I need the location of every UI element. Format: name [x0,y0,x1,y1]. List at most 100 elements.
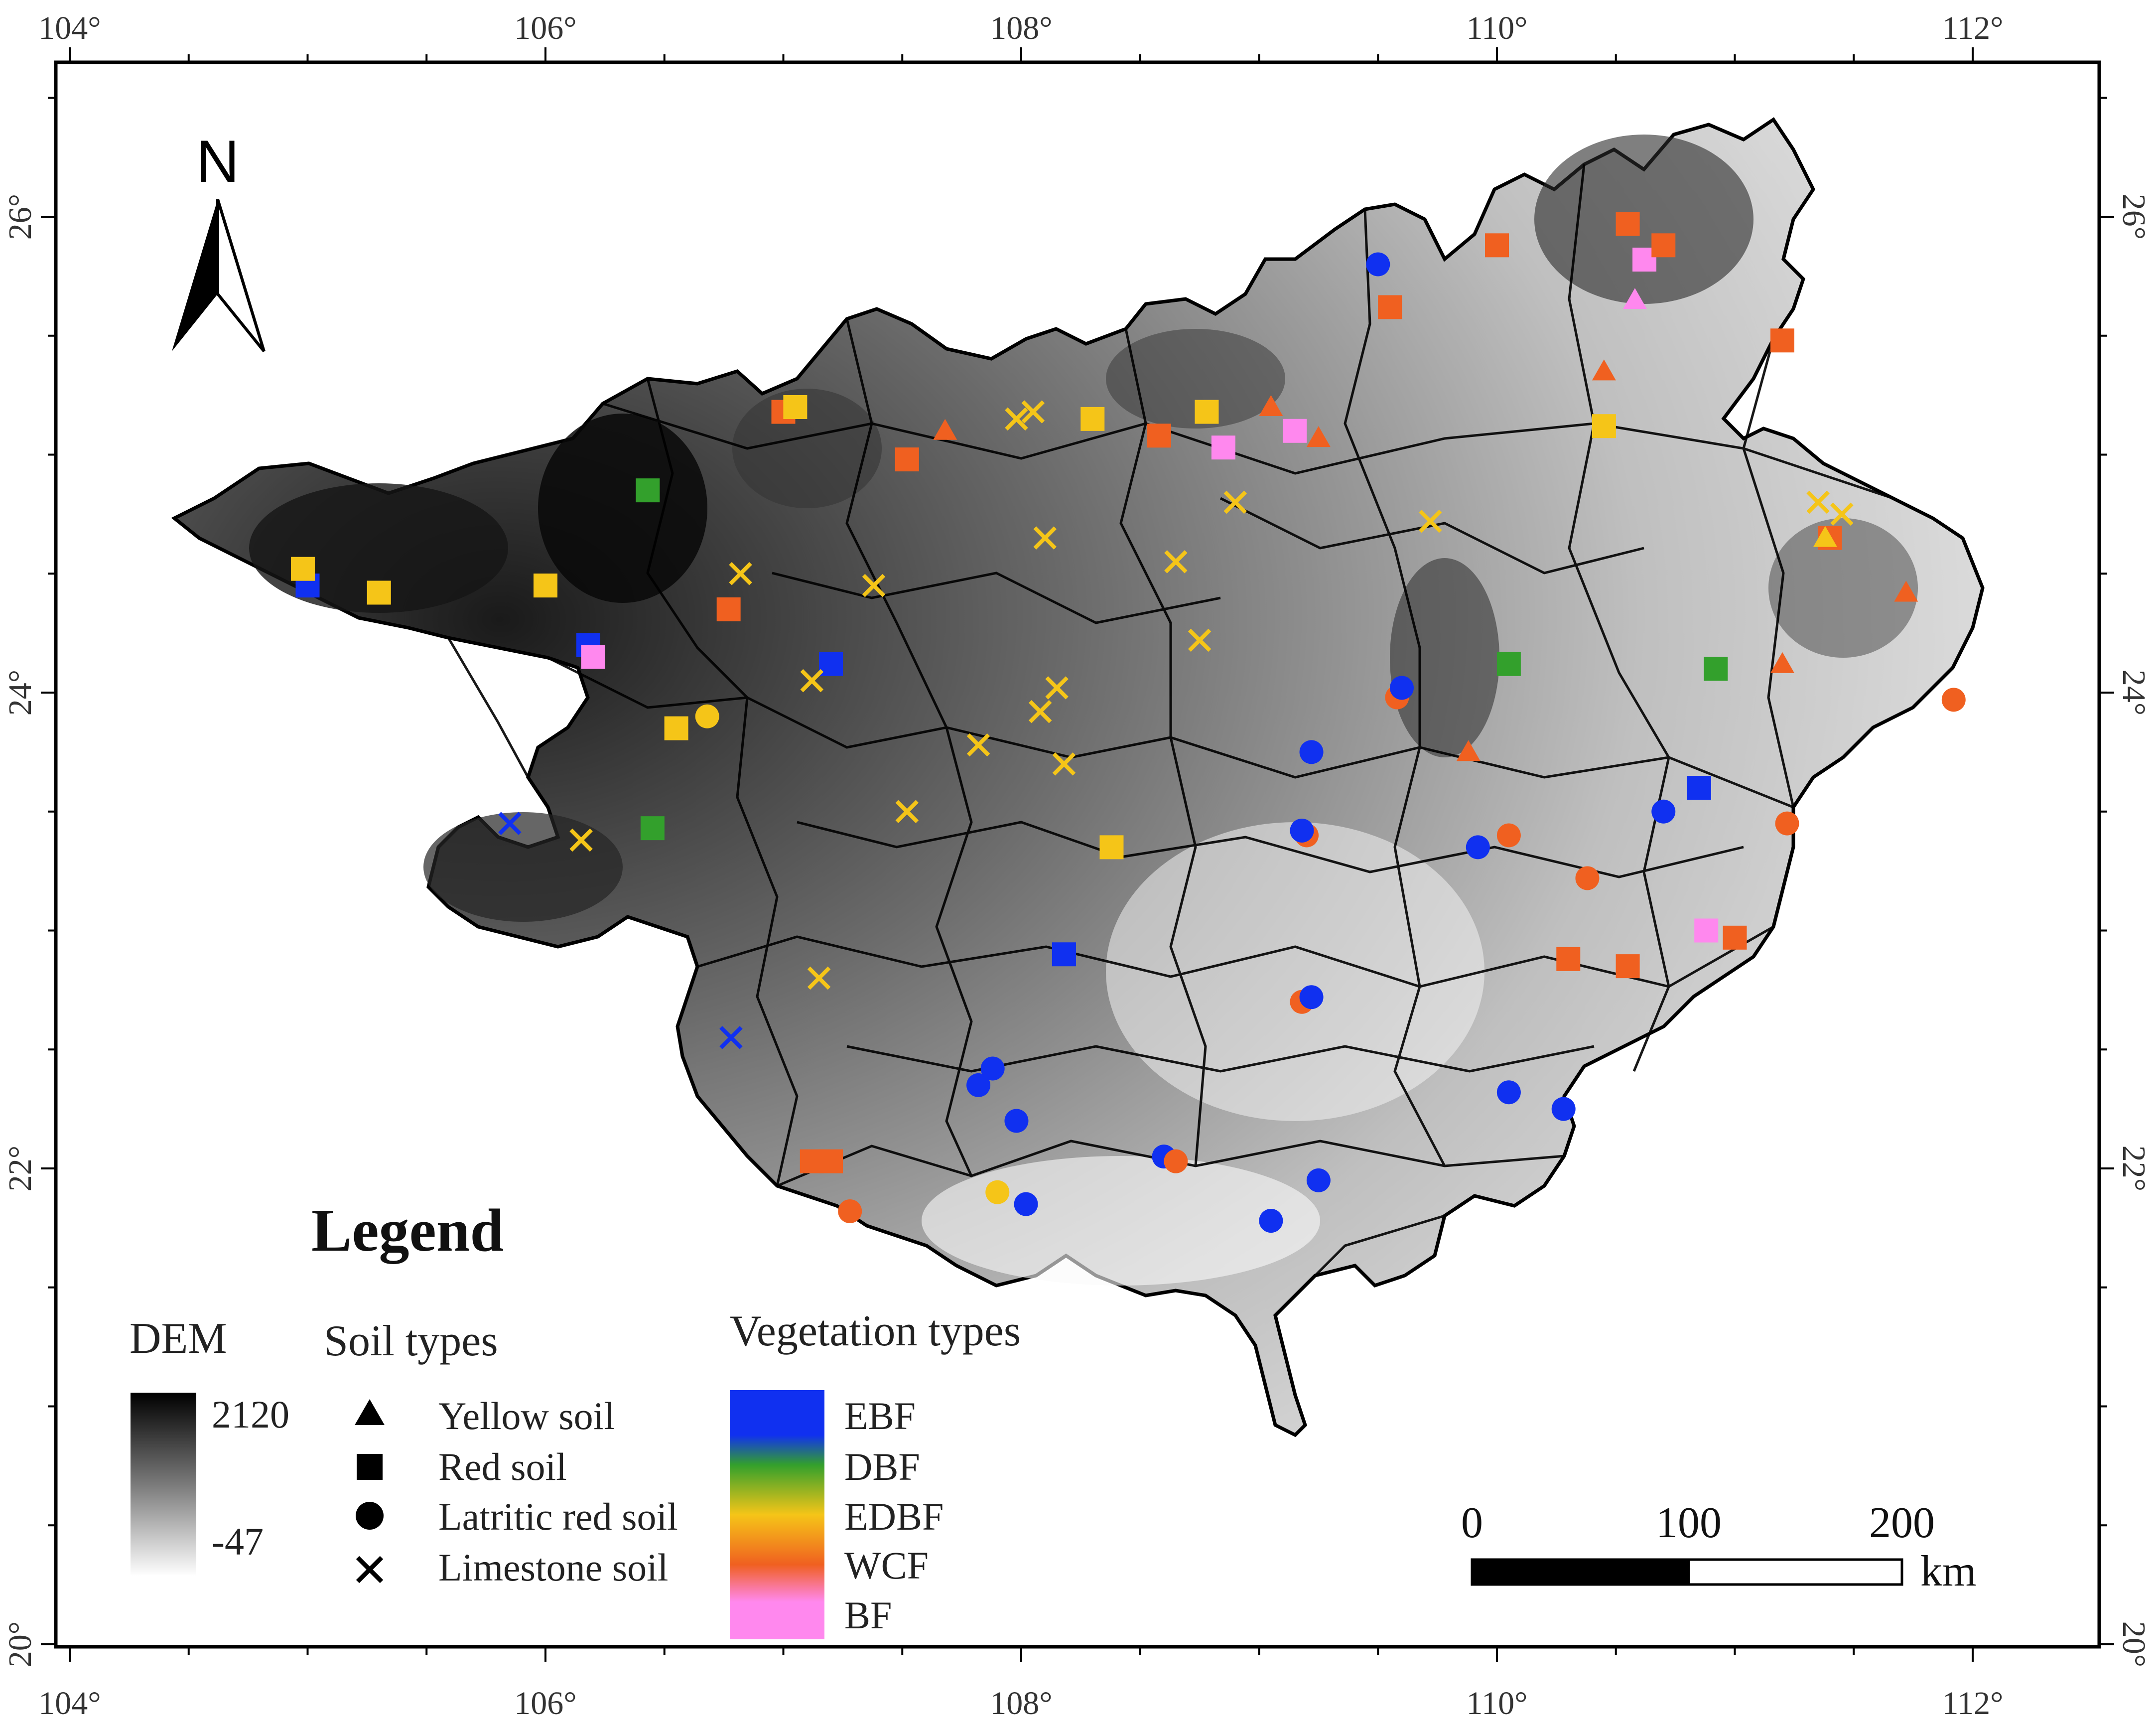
site-marker-square-ebf [1052,942,1076,967]
site-marker-circle-wcf [1164,1149,1188,1173]
site-marker-square-wcf [1616,954,1640,979]
lon-label: 106° [514,10,576,46]
vegetation-legend-label: EBF [844,1394,916,1438]
site-marker-circle-wcf [1941,688,1966,712]
vegetation-legend-label: DBF [844,1445,920,1488]
soil-legend-label: Latritic red soil [438,1495,678,1538]
scale-label: 200 [1869,1499,1935,1547]
site-marker-square-ebf [1687,776,1711,800]
lat-label: 26° [2116,194,2152,240]
terrain-highland [1534,135,1753,304]
scale-label: 100 [1656,1499,1722,1547]
site-marker-square-edbf [367,580,391,605]
dem-color-ramp [131,1393,196,1576]
site-marker-cross-edbf [862,574,886,597]
site-marker-square-bf [1283,419,1307,443]
site-marker-triangle-wcf [1456,740,1481,761]
site-marker-cross-edbf [1164,550,1188,574]
site-marker-square-edbf [1195,400,1219,424]
site-marker-square-edbf [1592,414,1616,438]
soil-types-title: Soil types [324,1317,498,1365]
site-marker-triangle-wcf [1259,395,1283,416]
site-marker-cross-edbf [569,828,593,852]
vegetation-legend-label: BF [844,1593,892,1637]
site-marker-triangle-wcf [1306,426,1331,447]
longitude-labels-bottom: 104° 106° 108° 110° 112° [38,1685,2003,1722]
dem-title: DEM [130,1314,227,1363]
site-marker-square-bf [581,645,605,669]
scale-segment-filled [1471,1558,1690,1586]
site-marker-square-wcf [1651,233,1676,258]
site-marker-cross-edbf [1052,752,1076,776]
scale-segment-empty [1687,1558,1903,1586]
site-marker-cross-edbf [1045,676,1069,700]
lon-label: 108° [990,1685,1052,1722]
lon-label: 106° [514,1685,576,1722]
red-soil-square-icon [357,1454,383,1480]
site-marker-circle-ebf [1390,676,1414,700]
site-marker-square-edbf [783,395,808,419]
dem-min-label: -47 [212,1520,264,1563]
limestone-soil-cross-icon [356,1556,384,1583]
terrain-highland [732,389,882,508]
site-marker-cross-edbf [966,733,990,757]
lon-label: 104° [38,1685,101,1722]
site-marker-circle-ebf [1466,835,1490,860]
site-marker-triangle-wcf [1770,652,1794,673]
terrain-highland [1390,558,1499,757]
scale-bar: 0 100 200 km [1461,1499,1976,1595]
terrain-highland [1106,329,1285,429]
site-marker-circle-ebf [980,1056,1005,1081]
site-marker-circle-edbf [695,704,719,728]
site-marker-square-dbf [636,478,660,503]
site-marker-triangle-wcf [1592,359,1616,381]
site-markers [290,212,1966,1233]
lat-label: 24° [2,670,38,716]
site-marker-square-wcf [895,447,919,472]
north-arrow-left-half [172,199,218,351]
yellow-soil-triangle-icon [355,1399,385,1425]
site-marker-circle-wcf [838,1199,862,1223]
lon-label: 112° [1942,10,2004,46]
site-marker-circle-ebf [1306,1168,1331,1192]
site-marker-circle-ebf [1004,1109,1029,1133]
scale-unit: km [1920,1547,1976,1595]
terrain-highland [538,414,707,603]
vegetation-color-ramp [730,1390,824,1639]
site-marker-circle-ebf [966,1073,991,1097]
graticule-ticks [41,47,2114,1662]
soil-legend-label: Yellow soil [438,1394,615,1438]
site-marker-square-wcf [1147,424,1171,448]
site-marker-square-edbf [1099,835,1124,860]
soil-legend-label: Limestone soil [438,1546,668,1589]
site-marker-cross-edbf [729,562,752,585]
site-marker-triangle-bf [1622,288,1647,309]
site-marker-circle-ebf [1551,1097,1576,1121]
site-marker-square-wcf [1616,212,1640,236]
site-marker-cross-edbf [1188,628,1212,652]
latritic-red-soil-circle-icon [356,1502,384,1530]
site-marker-cross-edbf [1830,502,1854,526]
longitude-labels-top: 104° 106° 108° 110° 112° [38,10,2003,46]
lon-label: 104° [38,10,101,46]
latitude-labels-left: 26° 24° 22° 20° [2,194,38,1667]
site-marker-square-wcf [1723,925,1747,950]
legend-title: Legend [311,1197,504,1264]
lat-label: 26° [2,194,38,240]
lat-label: 20° [2,1621,38,1667]
terrain-lowland [1106,822,1484,1121]
lon-label: 112° [1942,1685,2004,1722]
site-marker-circle-ebf [1366,252,1390,277]
latitude-labels-right: 26° 24° 22° 20° [2116,194,2152,1667]
site-marker-cross-edbf [1021,400,1045,424]
site-marker-circle-wcf [1496,823,1521,848]
lon-label: 110° [1467,10,1528,46]
site-marker-cross-edbf [895,800,919,823]
site-marker-cross-edbf [1033,526,1057,550]
vegetation-legend-label: WCF [844,1544,929,1587]
site-marker-cross-edbf [1419,509,1442,533]
site-marker-circle-ebf [1299,740,1324,764]
site-marker-square-edbf [664,716,688,740]
north-arrow: N [172,128,266,352]
